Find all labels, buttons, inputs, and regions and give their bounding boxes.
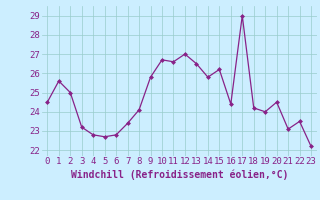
X-axis label: Windchill (Refroidissement éolien,°C): Windchill (Refroidissement éolien,°C) [70, 169, 288, 180]
